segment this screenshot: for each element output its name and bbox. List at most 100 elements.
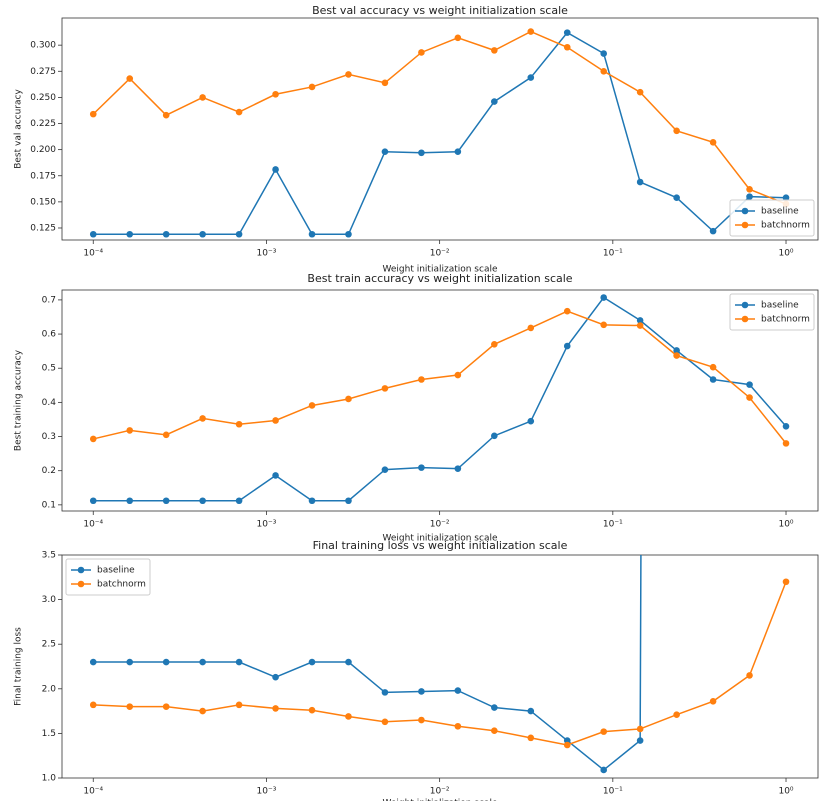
x-tick-label: 10⁻¹ (603, 787, 623, 797)
x-tick-label: 10⁻⁴ (83, 787, 103, 797)
data-point (454, 148, 462, 156)
data-point (636, 725, 644, 733)
y-tick-label: 0.1 (42, 500, 56, 510)
data-point (454, 34, 462, 42)
data-point (454, 371, 462, 379)
y-tick-label: 0.225 (30, 119, 56, 129)
x-tick-label: 10⁻³ (257, 787, 277, 797)
data-point (527, 417, 535, 425)
data-point (162, 703, 170, 710)
data-point (126, 658, 134, 666)
chart-title: Best train accuracy vs weight initializa… (307, 272, 572, 285)
data-point (782, 578, 790, 586)
data-point (709, 139, 717, 146)
data-point (126, 703, 134, 710)
data-point (527, 324, 535, 332)
data-point (235, 701, 243, 709)
data-point (126, 497, 134, 505)
data-point (600, 294, 608, 301)
y-tick-label: 0.275 (30, 67, 56, 77)
data-point (126, 75, 134, 82)
chart-title: Best val accuracy vs weight initializati… (312, 4, 568, 17)
y-tick-label: 0.200 (30, 145, 56, 155)
y-tick-label: 0.125 (30, 223, 56, 233)
x-tick-label: 10⁰ (778, 787, 793, 797)
data-point (563, 43, 571, 51)
legend-label: baseline (761, 207, 799, 217)
legend-marker (741, 315, 749, 323)
data-point (673, 194, 680, 201)
data-point (308, 706, 316, 714)
plot-area (89, 555, 790, 774)
data-point (126, 427, 134, 434)
data-point (673, 711, 680, 718)
data-point (709, 363, 717, 371)
data-point (418, 716, 425, 724)
legend-box (65, 558, 151, 596)
data-point (89, 658, 97, 666)
x-tick-label: 10⁰ (778, 249, 793, 259)
data-point (782, 194, 790, 201)
data-point (162, 431, 170, 439)
x-axis-label: Weight initialization scale (383, 799, 498, 801)
data-point (89, 230, 97, 238)
y-axis-label: Best val accuracy (14, 89, 24, 169)
x-tick-label: 10⁻³ (257, 249, 277, 259)
data-point (636, 88, 644, 96)
data-point (746, 381, 753, 388)
x-tick-label: 10⁰ (778, 520, 793, 530)
data-point (89, 435, 97, 443)
data-point (272, 417, 279, 424)
data-point (89, 701, 97, 709)
data-point (89, 497, 97, 505)
data-point (673, 127, 680, 135)
y-tick-label: 0.5 (42, 364, 56, 374)
x-tick-label: 10⁻² (430, 249, 450, 259)
data-point (235, 420, 243, 428)
y-tick-label: 0.175 (30, 171, 56, 181)
data-point (563, 29, 571, 36)
data-point (199, 415, 206, 422)
data-point (308, 402, 316, 409)
legend-label: baseline (97, 566, 135, 576)
data-point (308, 658, 316, 666)
data-point (600, 766, 608, 774)
data-point (746, 186, 753, 193)
y-tick-label: 0.250 (30, 93, 56, 103)
data-point (381, 689, 389, 696)
data-point (199, 94, 206, 101)
data-point (527, 74, 535, 81)
y-tick-label: 2.5 (42, 640, 56, 650)
legend-marker (741, 207, 749, 215)
data-point (746, 394, 753, 401)
legend: baseline batchnorm (65, 558, 151, 596)
data-point (563, 741, 571, 749)
data-point (527, 734, 535, 742)
series-line (93, 310, 787, 444)
series-line (93, 555, 642, 771)
data-point (418, 149, 425, 157)
legend-marker (741, 301, 749, 309)
data-point (782, 422, 790, 430)
data-point (345, 658, 352, 666)
x-tick-label: 10⁻² (430, 787, 450, 797)
data-point (673, 347, 680, 354)
x-tick-label: 10⁻⁴ (83, 249, 103, 259)
data-point (491, 47, 498, 54)
data-point (746, 672, 753, 679)
data-point (308, 230, 316, 238)
data-point (491, 341, 498, 348)
data-point (126, 230, 134, 238)
x-tick-label: 10⁻⁴ (83, 520, 103, 530)
legend-box (729, 293, 815, 331)
legend: baseline batchnorm (729, 293, 815, 331)
data-point (199, 230, 206, 238)
data-point (563, 307, 571, 315)
legend-box (729, 199, 815, 237)
data-point (527, 707, 535, 715)
y-tick-label: 0.4 (42, 398, 57, 408)
chart-title: Final training loss vs weight initializa… (313, 539, 568, 552)
data-point (272, 166, 279, 173)
